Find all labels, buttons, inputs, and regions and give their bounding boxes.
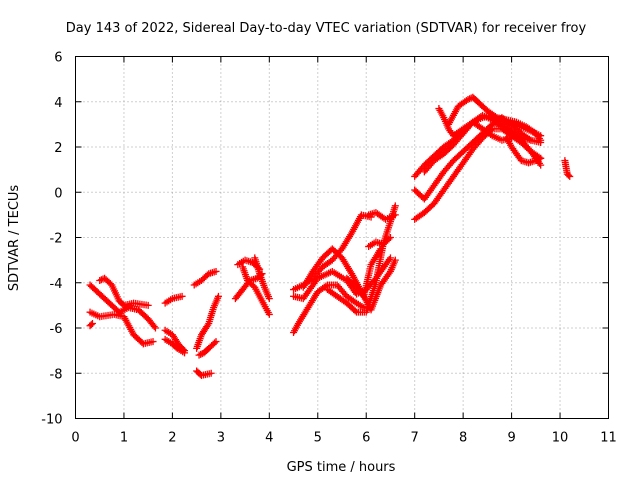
series-track-18 [290,211,375,294]
data-point [391,256,399,264]
data-point [506,128,514,136]
series-track-15 [251,254,273,303]
x-tick-label: 9 [507,431,515,446]
series-track-8 [190,267,220,289]
data-point [391,211,399,219]
data-point [178,292,186,300]
x-tick-label: 11 [600,431,617,446]
data-series [86,93,574,380]
data-point [537,154,545,162]
axis-ticks [75,56,609,419]
series-track-23 [365,234,394,251]
series-track-7 [161,335,189,357]
data-point [391,202,399,210]
series-track-11 [193,367,215,380]
x-tick-label: 5 [314,431,322,446]
data-point [212,338,220,346]
data-point [322,282,330,290]
data-point [487,131,495,139]
data-point [204,321,212,329]
x-tick-labels: 0 1 2 3 4 5 6 7 8 9 10 11 [71,431,616,446]
y-tick-label: 0 [54,186,62,201]
data-point [532,157,540,165]
series-track-30 [488,114,545,140]
y-tick-label: -6 [50,322,63,337]
y-tick-label: 2 [54,141,62,156]
series-track-1 [86,281,159,332]
x-tick-label: 4 [265,431,273,446]
x-tick-label: 2 [168,431,176,446]
data-point [533,156,541,164]
y-tick-label: 6 [54,51,62,66]
y-tick-label: -10 [41,413,62,428]
series-track-3 [96,274,152,309]
y-tick-label: 4 [54,96,62,111]
grid [75,56,609,419]
data-point [385,235,393,243]
data-point [195,351,203,359]
data-point [151,324,159,332]
y-tick-label: -4 [50,277,63,292]
data-point [351,307,359,315]
series-track-19 [299,245,399,314]
series-track-20 [323,202,399,316]
x-tick-label: 1 [120,431,128,446]
x-tick-label: 3 [217,431,225,446]
data-point [214,292,222,300]
series-track-31 [503,134,545,167]
data-point [464,95,472,103]
data-point [565,171,573,179]
x-tick-label: 0 [71,431,79,446]
y-tick-label: -2 [50,232,63,247]
plot-frame [75,56,609,419]
series-track-2 [86,308,157,348]
y-axis-label: SDTVAR / TECUs [7,185,22,292]
x-tick-label: 7 [411,431,419,446]
data-point [181,349,189,357]
data-point [265,295,273,303]
data-point [207,369,215,377]
series-track-14 [239,263,273,318]
series-track-21 [343,245,385,300]
series-track-10 [195,338,220,359]
series-track-28 [435,105,516,144]
data-point [386,254,394,262]
series-track-16 [290,281,368,337]
data-point [149,338,157,346]
data-point [212,267,220,275]
series-track-5 [161,292,186,307]
data-point [88,319,96,327]
data-point [537,161,545,169]
x-tick-label: 6 [362,431,370,446]
x-axis-label: GPS time / hours [287,460,396,475]
x-tick-label: 8 [459,431,467,446]
data-point [96,276,104,284]
data-point [150,322,158,330]
series-track-4 [86,319,96,330]
data-point [535,155,543,163]
data-point [566,172,574,180]
y-tick-labels: -10 -8 -6 -4 -2 0 2 4 6 [41,51,62,428]
x-tick-label: 10 [552,431,569,446]
data-point [197,350,205,358]
chart-title: Day 143 of 2022, Sidereal Day-to-day VTE… [66,21,587,36]
y-tick-label: -8 [50,367,63,382]
series-track-32 [561,157,574,180]
data-point [211,339,219,347]
data-point [144,301,152,309]
series-track-22 [365,209,399,223]
data-point [87,321,95,329]
data-point [265,310,273,318]
series-track-9 [193,292,222,352]
data-point [537,132,545,140]
data-point [386,234,394,241]
